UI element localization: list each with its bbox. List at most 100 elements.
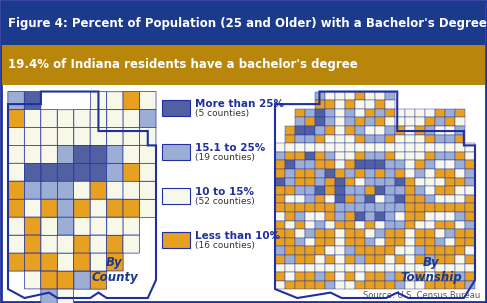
Bar bbox=[345, 100, 355, 109]
Bar bbox=[315, 143, 325, 152]
Bar bbox=[375, 238, 385, 246]
Bar bbox=[455, 126, 465, 135]
Bar bbox=[445, 117, 455, 126]
Bar bbox=[375, 281, 385, 289]
Bar bbox=[335, 117, 345, 126]
Bar bbox=[355, 92, 365, 100]
Bar bbox=[325, 160, 335, 169]
Bar bbox=[455, 238, 465, 246]
Bar bbox=[455, 117, 465, 126]
Bar bbox=[295, 186, 305, 195]
Bar bbox=[325, 117, 335, 126]
FancyBboxPatch shape bbox=[140, 145, 156, 163]
Bar bbox=[285, 255, 295, 264]
Bar bbox=[425, 178, 435, 186]
Bar bbox=[465, 169, 475, 178]
Bar bbox=[315, 272, 325, 281]
Bar bbox=[305, 212, 315, 221]
FancyBboxPatch shape bbox=[107, 253, 123, 271]
Bar bbox=[315, 100, 325, 109]
Bar bbox=[405, 178, 415, 186]
Bar bbox=[405, 272, 415, 281]
Bar bbox=[375, 203, 385, 212]
Bar bbox=[395, 221, 405, 229]
Bar bbox=[345, 160, 355, 169]
Bar bbox=[325, 264, 335, 272]
Bar bbox=[395, 246, 405, 255]
Bar bbox=[305, 272, 315, 281]
Bar bbox=[345, 195, 355, 203]
Text: More than 25%: More than 25% bbox=[195, 98, 284, 108]
Bar bbox=[355, 221, 365, 229]
Bar bbox=[275, 255, 285, 264]
FancyBboxPatch shape bbox=[24, 163, 41, 181]
Bar bbox=[345, 221, 355, 229]
Text: Less than 10%: Less than 10% bbox=[195, 231, 280, 241]
FancyBboxPatch shape bbox=[41, 109, 57, 128]
Bar bbox=[465, 212, 475, 221]
Bar bbox=[275, 229, 285, 238]
Bar bbox=[335, 109, 345, 117]
Bar bbox=[435, 152, 445, 160]
Bar bbox=[435, 109, 445, 117]
Bar bbox=[295, 264, 305, 272]
Bar bbox=[325, 135, 335, 143]
Bar bbox=[415, 212, 425, 221]
Bar bbox=[415, 160, 425, 169]
FancyBboxPatch shape bbox=[24, 217, 41, 235]
Bar bbox=[295, 160, 305, 169]
Bar bbox=[345, 238, 355, 246]
Bar bbox=[275, 272, 285, 281]
FancyBboxPatch shape bbox=[8, 110, 24, 128]
Bar bbox=[345, 178, 355, 186]
Bar bbox=[275, 160, 285, 169]
Bar bbox=[335, 178, 345, 186]
Bar bbox=[385, 126, 395, 135]
Bar bbox=[405, 238, 415, 246]
FancyBboxPatch shape bbox=[57, 146, 74, 164]
FancyBboxPatch shape bbox=[24, 235, 41, 253]
FancyBboxPatch shape bbox=[107, 235, 123, 253]
Bar bbox=[395, 126, 405, 135]
Bar bbox=[425, 135, 435, 143]
Bar bbox=[305, 221, 315, 229]
Bar bbox=[365, 264, 375, 272]
Bar bbox=[385, 246, 395, 255]
FancyBboxPatch shape bbox=[24, 92, 41, 109]
Bar bbox=[435, 117, 445, 126]
Bar bbox=[295, 272, 305, 281]
Bar bbox=[455, 195, 465, 203]
Bar bbox=[405, 195, 415, 203]
Bar bbox=[325, 169, 335, 178]
FancyBboxPatch shape bbox=[107, 145, 123, 163]
Bar bbox=[355, 229, 365, 238]
Bar bbox=[335, 135, 345, 143]
Bar bbox=[365, 255, 375, 264]
Bar bbox=[465, 203, 475, 212]
Bar bbox=[435, 281, 445, 289]
Bar bbox=[305, 135, 315, 143]
Bar bbox=[445, 264, 455, 272]
Bar bbox=[415, 264, 425, 272]
Bar bbox=[405, 264, 415, 272]
Bar bbox=[445, 255, 455, 264]
Bar bbox=[445, 160, 455, 169]
Bar bbox=[355, 272, 365, 281]
Bar bbox=[365, 272, 375, 281]
Bar bbox=[295, 109, 305, 117]
Bar bbox=[365, 117, 375, 126]
Bar bbox=[305, 238, 315, 246]
FancyBboxPatch shape bbox=[140, 163, 156, 181]
FancyBboxPatch shape bbox=[41, 145, 57, 163]
Bar bbox=[345, 272, 355, 281]
Bar bbox=[455, 109, 465, 117]
Bar bbox=[305, 255, 315, 264]
Bar bbox=[365, 186, 375, 195]
Bar bbox=[365, 178, 375, 186]
Bar bbox=[375, 117, 385, 126]
Bar bbox=[375, 169, 385, 178]
FancyBboxPatch shape bbox=[41, 289, 57, 303]
Bar bbox=[355, 195, 365, 203]
FancyBboxPatch shape bbox=[140, 92, 156, 109]
Bar bbox=[365, 238, 375, 246]
